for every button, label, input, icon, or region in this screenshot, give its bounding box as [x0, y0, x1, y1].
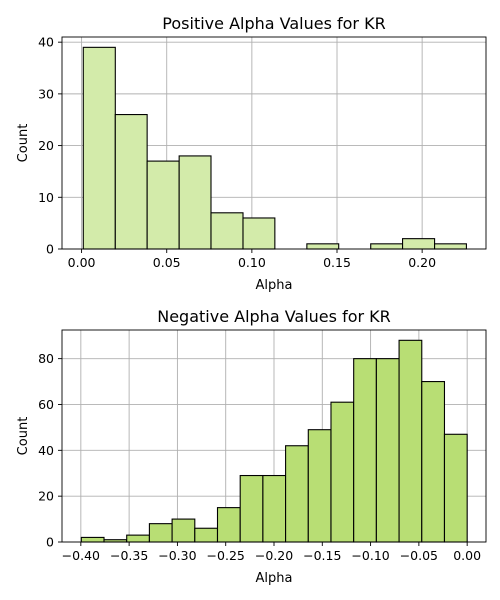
histogram-bar	[126, 534, 150, 543]
histogram-bar	[171, 518, 196, 543]
x-axis-label: Alpha	[256, 571, 293, 586]
x-tick-label: −0.30	[158, 548, 196, 563]
x-tick-label: −0.20	[255, 548, 293, 563]
y-tick-label: 30	[38, 86, 54, 101]
y-tick-label: 0	[46, 242, 54, 257]
x-axis-label: Alpha	[256, 278, 293, 293]
y-tick-label: 10	[38, 190, 54, 205]
histogram-bar	[262, 474, 287, 543]
y-tick-label: 0	[46, 535, 54, 550]
y-tick-label: 60	[38, 397, 54, 412]
histogram-bar	[402, 238, 436, 250]
x-tick-label: −0.40	[62, 548, 100, 563]
chart-negative: −0.40 −0.35 −0.30 −0.25 −0.20 −0.15 −0.10 −0.05…	[16, 307, 487, 586]
x-tick-label: −0.35	[110, 548, 148, 563]
histogram-bar	[375, 358, 400, 543]
histogram-bar	[307, 429, 332, 543]
x-tick-label: −0.25	[207, 548, 245, 563]
y-tick-label: 20	[38, 489, 54, 504]
histogram-bar	[285, 445, 309, 543]
histogram-bar	[330, 401, 355, 543]
x-tick-label: −0.15	[303, 548, 341, 563]
histogram-bar	[216, 507, 241, 543]
histogram-bar	[148, 523, 173, 543]
histogram-bar	[194, 527, 219, 543]
histogram-bar	[370, 243, 404, 250]
histogram-bar	[306, 243, 340, 250]
histogram-bar	[398, 339, 423, 543]
x-tick-label: 0.00	[453, 548, 481, 563]
histogram-bar	[239, 474, 264, 543]
y-axis-label: Count	[16, 124, 31, 163]
histogram-bar	[421, 381, 446, 543]
histogram-bar	[443, 433, 468, 543]
histogram-bar	[82, 46, 116, 250]
histogram-bar	[242, 217, 276, 250]
x-tick-label: 0.20	[408, 255, 436, 270]
histogram-bar	[80, 536, 105, 543]
x-tick-label: 0.15	[323, 255, 351, 270]
histogram-bar	[146, 160, 180, 250]
y-tick-label: 20	[38, 138, 54, 153]
y-tick-label: 80	[38, 351, 54, 366]
histogram-bar	[353, 358, 377, 543]
chart-positive: 0.00 0.05 0.10 0.15 0.20 0 10 20 30 40 Positive Al…	[16, 14, 487, 293]
x-tick-label: 0.10	[238, 255, 266, 270]
chart-title: Positive Alpha Values for KR	[162, 14, 385, 33]
axes-frame	[61, 36, 487, 250]
x-tick-label: −0.10	[351, 548, 389, 563]
histogram-bar	[434, 243, 467, 250]
x-tick-label: 0.05	[153, 255, 181, 270]
x-tick-label: −0.05	[400, 548, 438, 563]
y-tick-label: 40	[38, 443, 54, 458]
y-axis-label: Count	[16, 417, 31, 456]
histogram-bar	[114, 114, 148, 250]
histogram-bar	[178, 155, 212, 250]
chart-title: Negative Alpha Values for KR	[157, 307, 391, 326]
histogram-bar	[210, 212, 244, 250]
y-tick-label: 40	[38, 35, 54, 50]
x-tick-label: 0.00	[68, 255, 96, 270]
